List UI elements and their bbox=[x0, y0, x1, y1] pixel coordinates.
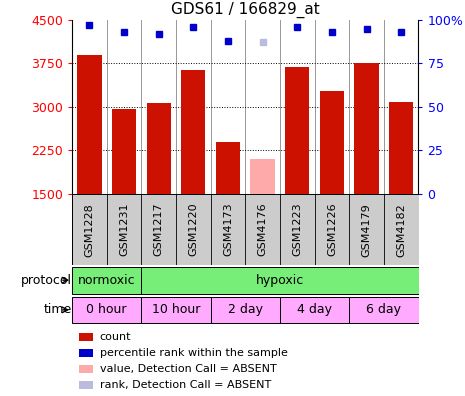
Bar bbox=[349, 297, 418, 323]
Bar bbox=[79, 349, 93, 357]
Bar bbox=[320, 91, 344, 194]
Bar bbox=[354, 63, 379, 194]
Bar bbox=[211, 297, 280, 323]
Bar bbox=[216, 142, 240, 194]
Text: normoxic: normoxic bbox=[78, 274, 135, 287]
Bar bbox=[72, 267, 141, 293]
Text: GSM1228: GSM1228 bbox=[84, 203, 94, 257]
Text: protocol: protocol bbox=[21, 274, 72, 287]
Title: GDS61 / 166829_at: GDS61 / 166829_at bbox=[171, 2, 319, 19]
Bar bbox=[72, 297, 141, 323]
Text: GSM1226: GSM1226 bbox=[327, 203, 337, 257]
Bar bbox=[181, 70, 206, 194]
Text: 0 hour: 0 hour bbox=[86, 303, 127, 316]
Text: rank, Detection Call = ABSENT: rank, Detection Call = ABSENT bbox=[100, 380, 271, 390]
Text: percentile rank within the sample: percentile rank within the sample bbox=[100, 348, 288, 358]
Text: 6 day: 6 day bbox=[366, 303, 401, 316]
Text: 4 day: 4 day bbox=[297, 303, 332, 316]
Text: 10 hour: 10 hour bbox=[152, 303, 200, 316]
Bar bbox=[112, 109, 136, 194]
Text: GSM4176: GSM4176 bbox=[258, 203, 268, 257]
Bar bbox=[285, 67, 309, 194]
Bar bbox=[141, 297, 211, 323]
Bar bbox=[79, 381, 93, 389]
Text: value, Detection Call = ABSENT: value, Detection Call = ABSENT bbox=[100, 364, 277, 374]
Bar bbox=[389, 102, 413, 194]
Text: GSM4182: GSM4182 bbox=[396, 203, 406, 257]
Text: GSM1217: GSM1217 bbox=[153, 203, 164, 257]
Bar bbox=[251, 159, 275, 194]
Text: time: time bbox=[44, 303, 72, 316]
Bar bbox=[280, 297, 349, 323]
Text: GSM1231: GSM1231 bbox=[119, 203, 129, 257]
Text: GSM4173: GSM4173 bbox=[223, 203, 233, 257]
Bar bbox=[79, 333, 93, 341]
Bar bbox=[79, 365, 93, 373]
Bar bbox=[146, 103, 171, 194]
Text: GSM1223: GSM1223 bbox=[292, 203, 302, 257]
Bar bbox=[141, 267, 418, 293]
Bar bbox=[77, 55, 101, 194]
Text: hypoxic: hypoxic bbox=[256, 274, 304, 287]
Text: count: count bbox=[100, 332, 131, 342]
Text: 2 day: 2 day bbox=[228, 303, 263, 316]
Text: GSM4179: GSM4179 bbox=[361, 203, 372, 257]
Text: GSM1220: GSM1220 bbox=[188, 203, 199, 257]
